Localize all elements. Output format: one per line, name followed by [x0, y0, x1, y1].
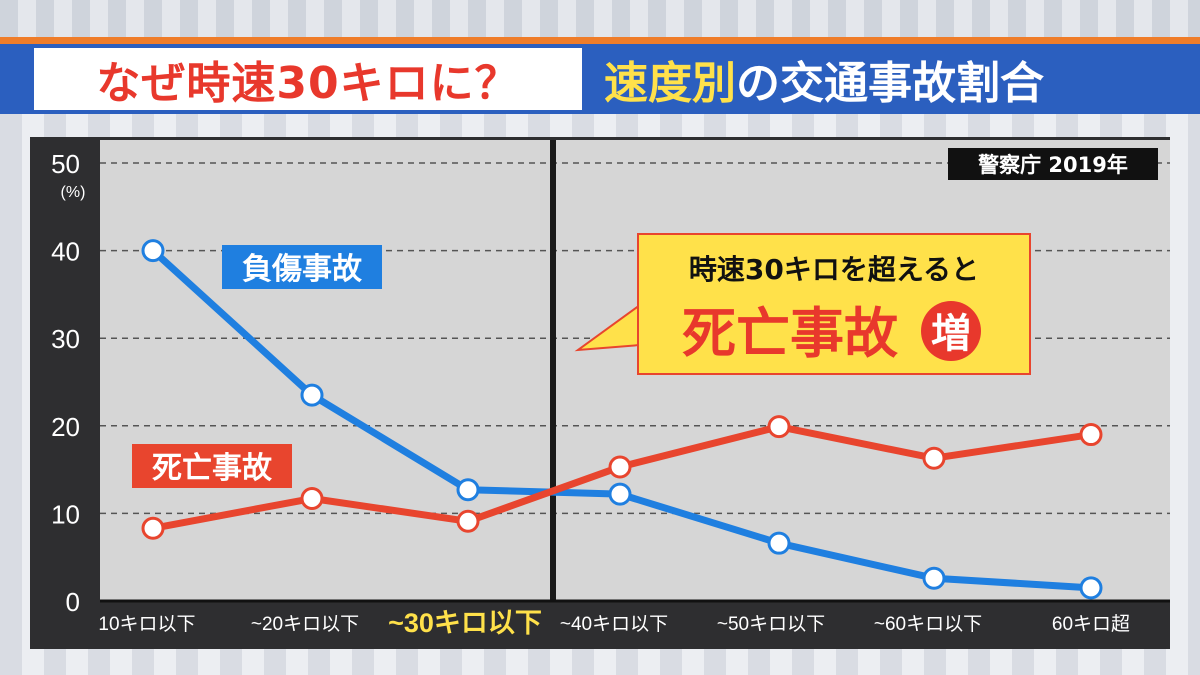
- y-tick-label: 0: [66, 587, 80, 617]
- injury-data-point: [300, 383, 324, 407]
- injury-data-point: [1079, 576, 1103, 600]
- title-left-text: なぜ時速30キロに？: [96, 58, 520, 109]
- source-box: [948, 148, 1158, 180]
- fatal-label-box: [132, 444, 292, 488]
- title-right-box: 速度別 の交通事故割合: [604, 48, 1164, 110]
- y-tick-label: 20: [51, 412, 80, 442]
- y-tick-label: 40: [51, 237, 80, 267]
- fatal-data-point: [767, 415, 791, 439]
- injury-label-box: [222, 245, 382, 289]
- callout-badge: 増: [931, 311, 971, 357]
- title-right-accent: 速度別: [604, 58, 736, 109]
- x-tick-label: 60キロ超: [1052, 613, 1130, 635]
- x-tick-label: ~20キロ以下: [251, 614, 359, 635]
- y-unit-label: (%): [61, 184, 86, 201]
- callout-line2: 死亡事故: [682, 302, 898, 365]
- callout-line1: 時速30キロを超えると: [689, 253, 979, 286]
- x-tick-label-highlight: ~30キロ以下: [388, 608, 542, 638]
- fatal-data-point: [141, 516, 165, 540]
- source-label: 警察庁 2019年: [977, 153, 1128, 177]
- injury-data-point: [767, 531, 791, 555]
- injury-series-label: 負傷事故: [242, 252, 363, 287]
- fatal-data-point: [1079, 423, 1103, 447]
- fatal-data-point: [922, 446, 946, 470]
- x-tick-label: ~40キロ以下: [560, 614, 668, 635]
- y-tick-label: 30: [51, 324, 80, 354]
- y-tick-label: 50: [51, 149, 80, 179]
- injury-data-point: [922, 566, 946, 590]
- injury-data-point: [608, 482, 632, 506]
- orange-stripe: [0, 37, 1200, 44]
- x-tick-label: ~50キロ以下: [717, 614, 825, 635]
- fatal-data-point: [608, 455, 632, 479]
- title-right-rest: の交通事故割合: [736, 58, 1044, 109]
- injury-data-point: [141, 239, 165, 263]
- fatal-data-point: [456, 509, 480, 533]
- x-tick-label: ~60キロ以下: [874, 614, 982, 635]
- top-background-strip: [0, 0, 1200, 42]
- injury-data-point: [456, 478, 480, 502]
- fatal-series-label: 死亡事故: [152, 451, 273, 486]
- callout-badge-circle: [921, 301, 981, 361]
- y-tick-label: 10: [51, 499, 80, 529]
- callout: 時速30キロを超えると 死亡事故 増: [574, 233, 1031, 375]
- x-tick-label: 10キロ以下: [98, 614, 195, 635]
- title-left-box: なぜ時速30キロに？: [34, 48, 582, 110]
- fatal-data-point: [300, 487, 324, 511]
